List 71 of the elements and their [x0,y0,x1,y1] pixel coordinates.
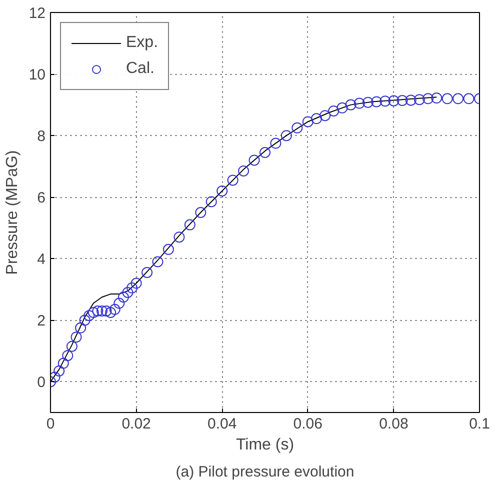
point [96,305,108,316]
point [126,282,138,294]
point [195,207,206,218]
point [336,102,348,114]
legend-label: Exp. [126,34,158,52]
point [174,232,185,243]
point [62,350,74,362]
point [442,93,453,104]
y-tick-label: 4 [37,251,46,268]
point [70,332,82,343]
y-tick-label: 6 [37,190,46,207]
point [380,96,391,107]
point [405,94,416,106]
point [142,267,153,278]
point [396,95,408,106]
x-tick-label: 0.06 [293,416,323,432]
point [92,305,104,316]
point [130,278,142,289]
point [216,185,228,196]
legend-label: Cal. [126,60,154,78]
point [54,365,65,376]
point [118,292,129,303]
point [109,304,120,315]
point [184,219,196,230]
point [292,122,303,134]
point [302,116,314,128]
point [206,196,217,208]
y-axis-title: Pressure (MPaG) [4,150,21,275]
point [371,96,382,108]
x-tick-label: 0.08 [379,416,408,432]
x-tick-label: 0.02 [122,416,151,432]
point [227,174,238,186]
point [58,358,69,369]
y-tick-label: 10 [28,66,46,84]
x-tick-label: 0.1 [469,416,490,432]
point [414,94,425,106]
point [79,314,90,326]
point [422,93,434,104]
point [431,92,442,104]
point [270,138,282,149]
y-tick-label: 2 [37,312,46,330]
point [105,307,116,318]
point [66,340,78,352]
point [122,287,134,298]
point [452,93,464,104]
text: (a) Pilot pressure evolution [176,464,354,480]
point [162,244,174,255]
point [248,154,260,166]
point [114,298,125,309]
x-tick-label: 0.04 [208,416,237,432]
point [50,372,60,383]
point [260,147,270,158]
y-tick-label: 0 [37,374,46,392]
point [310,113,322,124]
point [238,165,250,176]
point [280,130,292,142]
y-tick-label: 8 [37,128,46,146]
point [84,310,95,322]
point [152,256,164,268]
point [328,105,340,116]
point [75,322,86,334]
point [388,95,400,106]
point [100,305,112,316]
point [362,96,374,108]
point [463,93,474,104]
point [354,98,365,109]
y-tick-label: 12 [28,5,46,22]
point [88,307,99,318]
x-axis-title: Time (s) [236,436,294,454]
point [345,99,356,110]
point [320,110,331,122]
